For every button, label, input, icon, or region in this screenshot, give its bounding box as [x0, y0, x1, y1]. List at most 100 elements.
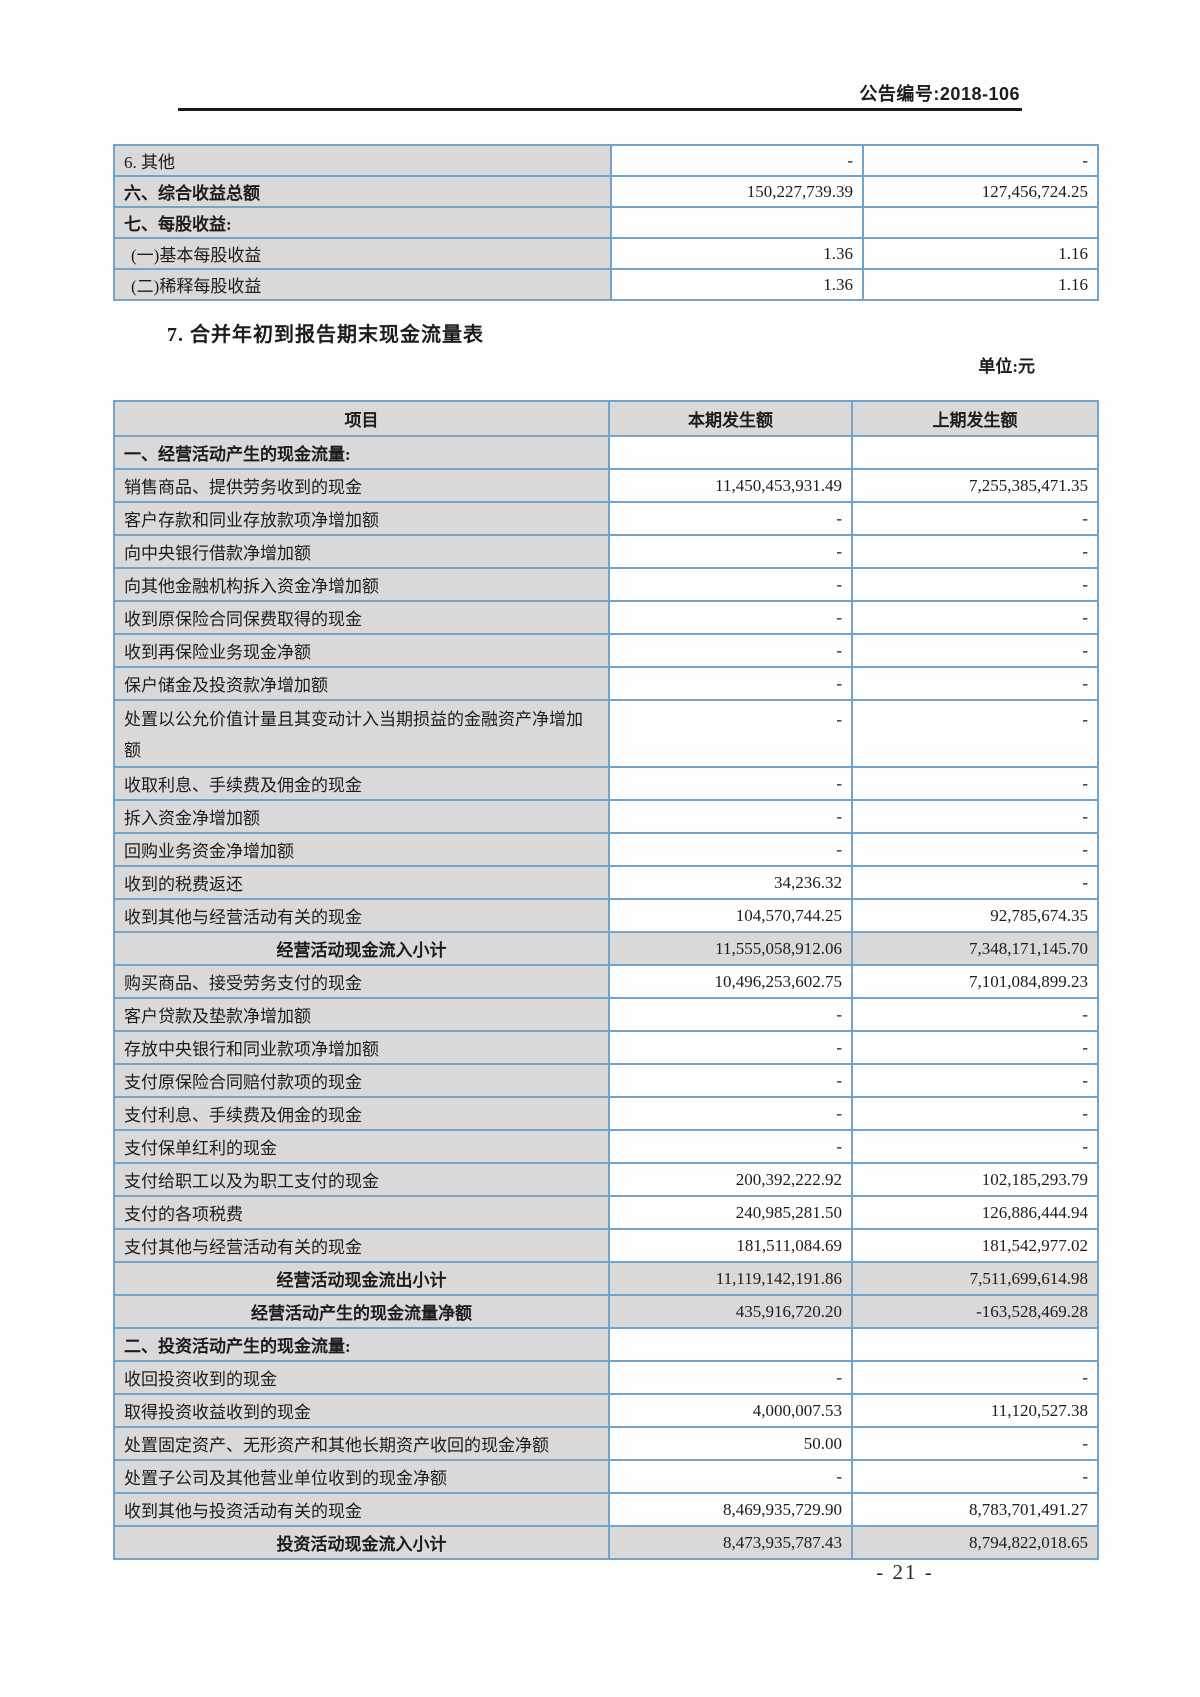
- item-label-cell: 支付原保险合同赔付款项的现金: [113, 1063, 610, 1098]
- prior-period-value-cell: 181,542,977.02: [851, 1228, 1099, 1263]
- item-label-cell: 向其他金融机构拆入资金净增加额: [113, 567, 610, 602]
- prior-period-value-cell: -: [851, 997, 1099, 1032]
- current-period-value-cell: 104,570,744.25: [608, 898, 853, 933]
- prior-period-value-cell: -: [851, 799, 1099, 834]
- item-label-cell: 处置固定资产、无形资产和其他长期资产收回的现金净额: [113, 1426, 610, 1461]
- table-row: 支付其他与经营活动有关的现金 181,511,084.69 181,542,977.…: [113, 1228, 1099, 1263]
- table-row: 6. 其他 - -: [113, 144, 1099, 177]
- table-row: 投资活动现金流入小计 8,473,935,787.43 8,794,822,018.…: [113, 1525, 1099, 1560]
- item-label-cell: 支付利息、手续费及佣金的现金: [113, 1096, 610, 1131]
- comprehensive-income-table-body: 6. 其他 - - 六、综合收益总额 150,227,739.39 127,456,724…: [113, 144, 1099, 301]
- current-period-value-cell: 8,469,935,729.90: [608, 1492, 853, 1527]
- item-label-cell: 经营活动现金流出小计: [113, 1261, 610, 1296]
- prior-period-value-cell: -: [851, 1426, 1099, 1461]
- table-row: (一)基本每股收益 1.36 1.16: [113, 237, 1099, 270]
- prior-period-value-cell: 126,886,444.94: [851, 1195, 1099, 1230]
- item-label-cell: 经营活动产生的现金流量净额: [113, 1294, 610, 1329]
- current-period-value-cell: [610, 206, 864, 239]
- current-period-value-cell: -: [608, 567, 853, 602]
- current-period-value-cell: 200,392,222.92: [608, 1162, 853, 1197]
- current-period-value-cell: -: [608, 1360, 853, 1395]
- item-label-cell: 回购业务资金净增加额: [113, 832, 610, 867]
- current-period-value-cell: -: [608, 1096, 853, 1131]
- prior-period-value-cell: -: [851, 865, 1099, 900]
- prior-period-value-cell: 1.16: [862, 237, 1099, 270]
- item-label-cell: 七、每股收益:: [113, 206, 612, 239]
- table-row: 处置固定资产、无形资产和其他长期资产收回的现金净额 50.00-: [113, 1426, 1099, 1461]
- announcement-value: 2018-106: [939, 84, 1020, 104]
- prior-period-value-cell: -: [851, 1129, 1099, 1164]
- item-label-cell: 处置子公司及其他营业单位收到的现金净额: [113, 1459, 610, 1494]
- table-row: 收到原保险合同保费取得的现金 - -: [113, 600, 1099, 635]
- item-label-cell: 收回投资收到的现金: [113, 1360, 610, 1395]
- header-rule: [178, 108, 1022, 111]
- item-label-cell: 支付其他与经营活动有关的现金: [113, 1228, 610, 1263]
- table-row: 收到的税费返还 34,236.32-: [113, 865, 1099, 900]
- prior-period-value-cell: 7,511,699,614.98: [851, 1261, 1099, 1296]
- column-header-cell: 上期发生额: [851, 400, 1099, 437]
- prior-period-value-cell: -: [862, 144, 1099, 177]
- announcement-label: 公告编号:: [859, 84, 940, 104]
- item-label-cell: 取得投资收益收到的现金: [113, 1393, 610, 1428]
- current-period-value-cell: -: [608, 1459, 853, 1494]
- table-row: 购买商品、接受劳务支付的现金 10,496,253,602.75 7,101,084…: [113, 964, 1099, 999]
- current-period-value-cell: 1.36: [610, 268, 864, 301]
- prior-period-value-cell: -: [851, 766, 1099, 801]
- section-title: 7. 合并年初到报告期末现金流量表: [167, 324, 484, 346]
- prior-period-value-cell: 7,348,171,145.70: [851, 931, 1099, 966]
- table-row: 收取利息、手续费及佣金的现金 - -: [113, 766, 1099, 801]
- table-row: 存放中央银行和同业款项净增加额 - -: [113, 1030, 1099, 1065]
- cash-flow-table-body: 一、经营活动产生的现金流量: 销售商品、提供劳务收到的现金 11,450,453,9…: [113, 435, 1099, 1560]
- current-period-value-cell: -: [608, 633, 853, 668]
- item-label-cell: 保户储金及投资款净增加额: [113, 666, 610, 701]
- prior-period-value-cell: 7,101,084,899.23: [851, 964, 1099, 999]
- current-period-value-cell: -: [608, 534, 853, 569]
- prior-period-value-cell: [862, 206, 1099, 239]
- current-period-value-cell: -: [608, 997, 853, 1032]
- current-period-value-cell: -: [608, 1129, 853, 1164]
- unit-label: 单位:元: [978, 357, 1035, 376]
- prior-period-value-cell: 7,255,385,471.35: [851, 468, 1099, 503]
- current-period-value-cell: 181,511,084.69: [608, 1228, 853, 1263]
- prior-period-value-cell: [851, 1327, 1099, 1362]
- table-row: 支付给职工以及为职工支付的现金 200,392,222.92 102,185,293…: [113, 1162, 1099, 1197]
- current-period-value-cell: -: [608, 832, 853, 867]
- table-row: 七、每股收益:: [113, 206, 1099, 239]
- table-row: 一、经营活动产生的现金流量:: [113, 435, 1099, 470]
- item-label-cell: 经营活动现金流入小计: [113, 931, 610, 966]
- table-row: 向中央银行借款净增加额 - -: [113, 534, 1099, 569]
- table-row: 处置以公允价值计量且其变动计入当期损益的金融资产净增加额 - -: [113, 699, 1099, 768]
- item-label-cell: 收到其他与经营活动有关的现金: [113, 898, 610, 933]
- current-period-value-cell: -: [608, 1030, 853, 1065]
- table-row: 二、投资活动产生的现金流量:: [113, 1327, 1099, 1362]
- current-period-value-cell: 1.36: [610, 237, 864, 270]
- current-period-value-cell: -: [608, 1063, 853, 1098]
- table-row: 支付的各项税费 240,985,281.50 126,886,444.94: [113, 1195, 1099, 1230]
- current-period-value-cell: 150,227,739.39: [610, 175, 864, 208]
- column-header-cell: 项目: [113, 400, 610, 437]
- table-row: 客户贷款及垫款净增加额 - -: [113, 997, 1099, 1032]
- prior-period-value-cell: -: [851, 1096, 1099, 1131]
- prior-period-value-cell: -: [851, 1030, 1099, 1065]
- prior-period-value-cell: 1.16: [862, 268, 1099, 301]
- current-period-value-cell: -: [608, 699, 853, 768]
- item-label-cell: 支付的各项税费: [113, 1195, 610, 1230]
- prior-period-value-cell: -: [851, 1063, 1099, 1098]
- current-period-value-cell: 50.00: [608, 1426, 853, 1461]
- prior-period-value-cell: -: [851, 567, 1099, 602]
- current-period-value-cell: -: [608, 799, 853, 834]
- prior-period-value-cell: 92,785,674.35: [851, 898, 1099, 933]
- prior-period-value-cell: 8,794,822,018.65: [851, 1525, 1099, 1560]
- page-number: - 21 -: [876, 1560, 934, 1584]
- table-row: 经营活动现金流出小计 11,119,142,191.86 7,511,699,614…: [113, 1261, 1099, 1296]
- table-row: 处置子公司及其他营业单位收到的现金净额 - -: [113, 1459, 1099, 1494]
- item-label-cell: (一)基本每股收益: [113, 237, 612, 270]
- item-label-cell: 存放中央银行和同业款项净增加额: [113, 1030, 610, 1065]
- item-label-cell: 六、综合收益总额: [113, 175, 612, 208]
- cash-flow-table: 项目 本期发生额 上期发生额 一、经营活动产生的现金流量: 销售商品、提供劳务收到的现…: [113, 400, 1099, 1560]
- current-period-value-cell: 11,119,142,191.86: [608, 1261, 853, 1296]
- table-row: 收到其他与经营活动有关的现金 104,570,744.25 92,785,674.3…: [113, 898, 1099, 933]
- item-label-cell: 客户存款和同业存放款项净增加额: [113, 501, 610, 536]
- header-row: 项目 本期发生额 上期发生额: [113, 400, 1099, 437]
